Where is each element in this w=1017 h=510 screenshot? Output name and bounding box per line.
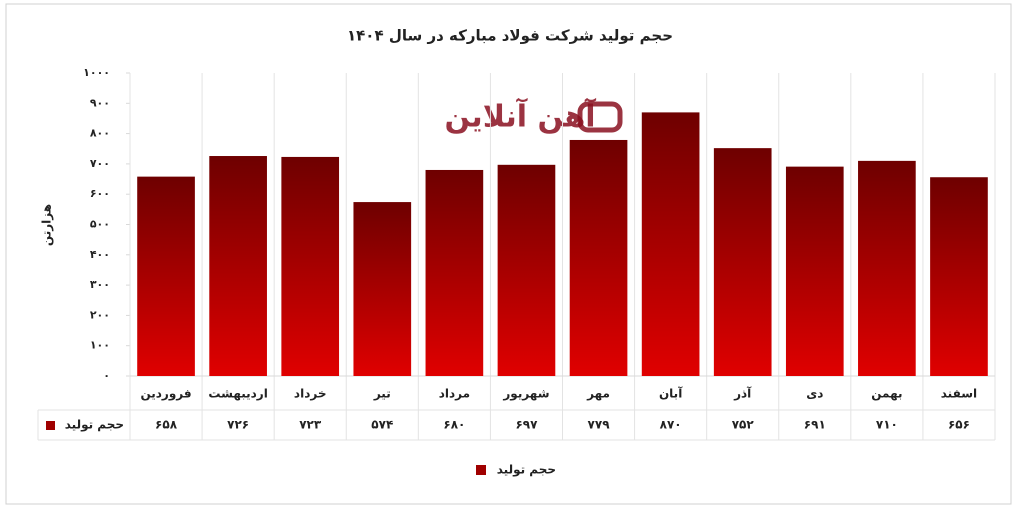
table-value: ۵۷۴ [371,418,393,432]
y-tick-label: ۹۰۰ [90,96,110,109]
table-series-name: حجم تولید [65,418,124,433]
x-tick-label: اردیبهشت [208,387,267,401]
bar [137,176,195,376]
x-tick-label: مهر [586,387,610,401]
bar [281,156,340,376]
y-tick-label: ۷۰۰ [90,157,110,170]
table-value: ۷۱۰ [876,418,898,432]
y-tick-label: ۱۰۰۰ [83,66,110,79]
y-tick-label: ۴۰۰ [90,248,110,261]
x-tick-label: اسفند [941,387,977,401]
watermark: آهن آنلاین [444,98,596,135]
table-legend-swatch [46,421,55,430]
y-tick-label: ۱۰۰ [90,339,110,352]
table-value: ۸۷۰ [660,418,682,432]
table-value: ۶۸۰ [443,418,465,432]
y-tick-label: ۳۰۰ [90,278,110,291]
y-tick-label: ۵۰۰ [90,218,110,231]
legend-swatch [476,465,486,475]
bar [713,148,772,376]
table-value: ۷۲۳ [299,418,322,432]
table-value: ۶۵۶ [948,418,970,432]
table-value: ۶۹۷ [515,418,538,432]
y-tick-label: ۶۰۰ [90,187,110,200]
y-axis-label: هزارتن [40,204,54,246]
x-tick-label: آبان [659,386,683,401]
x-tick-label: خرداد [294,387,327,401]
table-value: ۶۵۸ [155,418,178,432]
bar [497,164,556,376]
bar [209,156,267,376]
chart-title: حجم تولید شرکت فولاد مبارکه در سال ۱۴۰۴ [347,27,673,45]
x-tick-label: بهمن [871,387,902,401]
x-tick-label: دی [806,387,823,401]
bar [785,166,844,376]
bar [425,169,484,376]
y-tick-label: ۸۰۰ [90,127,110,140]
bar [641,112,700,376]
x-tick-label: شهریور [502,387,549,402]
x-tick-label: فروردین [140,387,191,402]
legend-label: حجم تولید [497,463,556,478]
x-tick-label: مرداد [439,387,470,401]
x-tick-label: تیر [373,387,391,401]
bar [930,177,988,376]
y-tick-label: ۲۰۰ [90,308,110,321]
watermark-logo [577,101,623,133]
bar [858,160,916,376]
bar [353,202,412,376]
table-value: ۷۵۲ [732,418,755,432]
y-tick-label: ۰ [103,369,110,382]
bar [569,139,628,376]
table-value: ۶۹۱ [804,418,826,432]
x-tick-label: آذر [733,386,752,401]
table-value: ۷۷۹ [588,418,611,432]
table-value: ۷۲۶ [227,418,249,432]
